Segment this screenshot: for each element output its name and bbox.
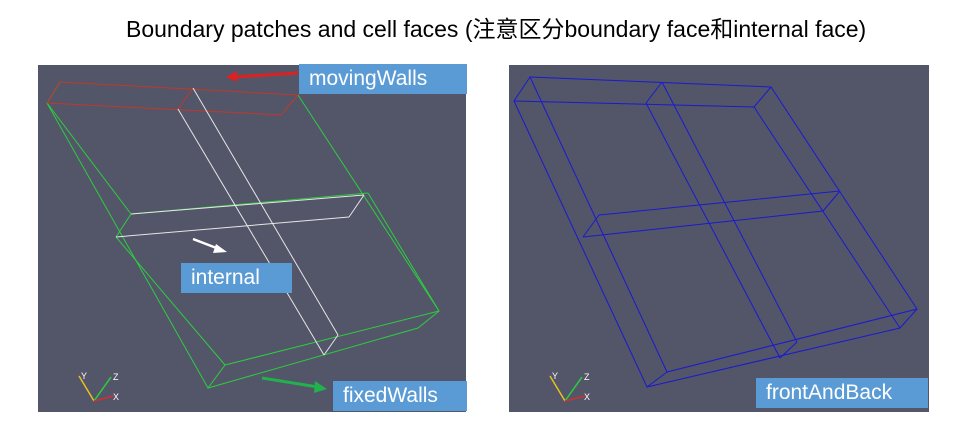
right-mesh-diagram: Y Z X [513,76,918,402]
internal-faces-edges [115,87,365,356]
internal-label: internal [181,263,292,293]
axis-z-label: Z [584,372,590,382]
fixed-walls-arrow [261,376,327,393]
left-viewport: Y Z X [38,65,466,412]
axis-y-label: Y [552,371,558,381]
front-and-back-edges [513,76,918,388]
moving-walls-edges [46,81,299,116]
internal-arrow [192,237,227,253]
axis-x-label: X [113,392,119,402]
axes-triad: Y Z X [549,371,590,402]
axes-triad: Y Z X [78,371,119,402]
moving-walls-label: movingWalls [299,64,467,94]
front-and-back-label: frontAndBack [756,378,928,408]
moving-walls-arrow [226,71,299,82]
left-mesh-diagram: Y Z X [46,71,440,402]
right-viewport: Y Z X [509,65,929,412]
fixed-walls-label: fixedWalls [333,381,467,411]
axis-z-label: Z [113,372,119,382]
axis-y-label: Y [81,371,87,381]
fixed-walls-edges [46,81,440,389]
axis-x-label: X [584,392,590,402]
slide-title: Boundary patches and cell faces (注意区分bou… [126,16,867,42]
